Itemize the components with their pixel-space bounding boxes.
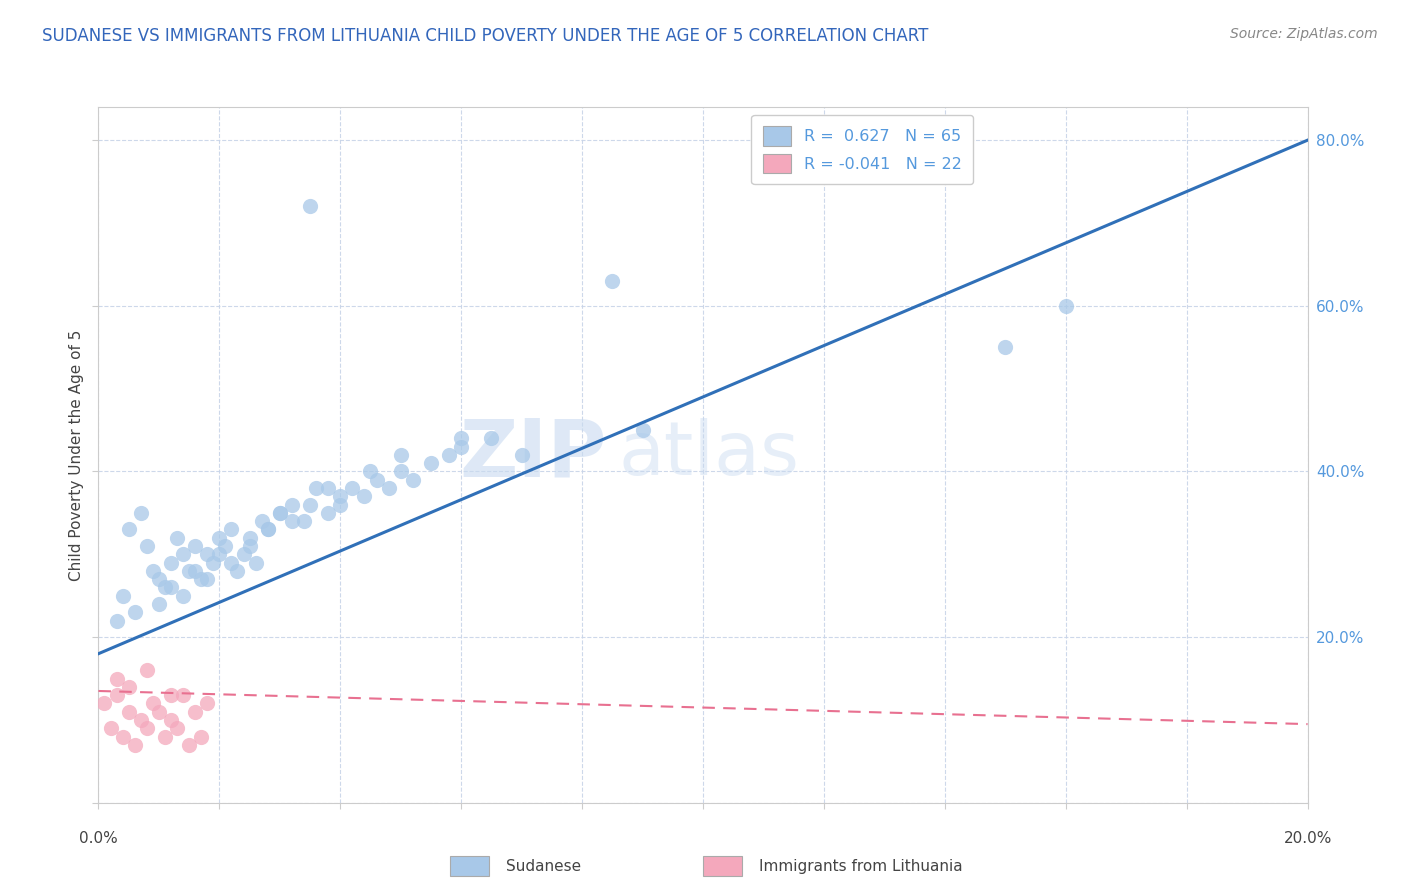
Point bbox=[281, 498, 304, 512]
Text: 0.0%: 0.0% bbox=[79, 831, 118, 846]
Point bbox=[631, 423, 654, 437]
Text: Immigrants from Lithuania: Immigrants from Lithuania bbox=[759, 859, 963, 873]
Point bbox=[402, 473, 425, 487]
Point bbox=[1054, 299, 1077, 313]
Point bbox=[148, 597, 170, 611]
Point bbox=[195, 547, 218, 561]
Point bbox=[105, 672, 128, 686]
Point bbox=[208, 547, 231, 561]
Point bbox=[389, 465, 412, 479]
Point bbox=[299, 199, 322, 213]
Point bbox=[153, 730, 176, 744]
Point bbox=[366, 473, 388, 487]
Point bbox=[135, 539, 157, 553]
Point bbox=[148, 572, 170, 586]
Point bbox=[129, 713, 152, 727]
Text: Sudanese: Sudanese bbox=[506, 859, 581, 873]
Point bbox=[142, 697, 165, 711]
Point bbox=[481, 431, 503, 445]
Point bbox=[239, 539, 262, 553]
Point bbox=[166, 531, 188, 545]
Point bbox=[179, 564, 201, 578]
Point bbox=[160, 556, 183, 570]
Point bbox=[269, 506, 291, 520]
Point bbox=[118, 680, 141, 694]
Point bbox=[269, 506, 291, 520]
Y-axis label: Child Poverty Under the Age of 5: Child Poverty Under the Age of 5 bbox=[69, 329, 84, 581]
Point bbox=[221, 523, 243, 537]
Point bbox=[195, 697, 218, 711]
Point bbox=[510, 448, 533, 462]
Point bbox=[172, 547, 194, 561]
Point bbox=[389, 448, 412, 462]
Point bbox=[166, 721, 188, 735]
Point bbox=[353, 489, 375, 503]
Point bbox=[208, 531, 231, 545]
Point bbox=[124, 605, 146, 619]
Point bbox=[135, 721, 157, 735]
Point bbox=[202, 556, 225, 570]
Point bbox=[184, 705, 207, 719]
Point bbox=[184, 539, 207, 553]
Point bbox=[299, 498, 322, 512]
Point bbox=[316, 481, 339, 495]
Point bbox=[118, 523, 141, 537]
Text: SUDANESE VS IMMIGRANTS FROM LITHUANIA CHILD POVERTY UNDER THE AGE OF 5 CORRELATI: SUDANESE VS IMMIGRANTS FROM LITHUANIA CH… bbox=[42, 27, 928, 45]
Point bbox=[342, 481, 364, 495]
Point bbox=[124, 738, 146, 752]
Point bbox=[214, 539, 236, 553]
Point bbox=[160, 713, 183, 727]
Point bbox=[172, 589, 194, 603]
Point bbox=[105, 688, 128, 702]
Text: Source: ZipAtlas.com: Source: ZipAtlas.com bbox=[1230, 27, 1378, 41]
Point bbox=[153, 581, 176, 595]
Point bbox=[148, 705, 170, 719]
Legend: R =  0.627   N = 65, R = -0.041   N = 22: R = 0.627 N = 65, R = -0.041 N = 22 bbox=[751, 115, 973, 185]
Point bbox=[118, 705, 141, 719]
Point bbox=[377, 481, 399, 495]
Point bbox=[450, 440, 472, 454]
Point bbox=[105, 614, 128, 628]
Point bbox=[172, 688, 194, 702]
Point bbox=[93, 697, 115, 711]
Point bbox=[256, 523, 278, 537]
Point bbox=[329, 489, 352, 503]
Point bbox=[100, 721, 122, 735]
Point bbox=[250, 514, 273, 528]
Point bbox=[221, 556, 243, 570]
Point bbox=[239, 531, 262, 545]
Text: 20.0%: 20.0% bbox=[1284, 831, 1331, 846]
Point bbox=[292, 514, 315, 528]
Point bbox=[142, 564, 165, 578]
Point bbox=[256, 523, 278, 537]
Point bbox=[316, 506, 339, 520]
Point bbox=[226, 564, 249, 578]
Point bbox=[129, 506, 152, 520]
Point bbox=[360, 465, 382, 479]
Point bbox=[184, 564, 207, 578]
Point bbox=[420, 456, 443, 470]
Point bbox=[135, 663, 157, 677]
Point bbox=[195, 572, 218, 586]
Point bbox=[232, 547, 254, 561]
Point bbox=[111, 589, 134, 603]
Point bbox=[190, 730, 212, 744]
Point bbox=[329, 498, 352, 512]
Point bbox=[305, 481, 328, 495]
Point bbox=[602, 274, 624, 288]
Text: ZIP: ZIP bbox=[458, 416, 606, 494]
Point bbox=[160, 581, 183, 595]
Point bbox=[245, 556, 267, 570]
Point bbox=[281, 514, 304, 528]
Point bbox=[111, 730, 134, 744]
Text: atlas: atlas bbox=[619, 418, 800, 491]
Point bbox=[437, 448, 460, 462]
Point bbox=[994, 340, 1017, 354]
Point bbox=[450, 431, 472, 445]
Point bbox=[179, 738, 201, 752]
Point bbox=[190, 572, 212, 586]
Point bbox=[160, 688, 183, 702]
